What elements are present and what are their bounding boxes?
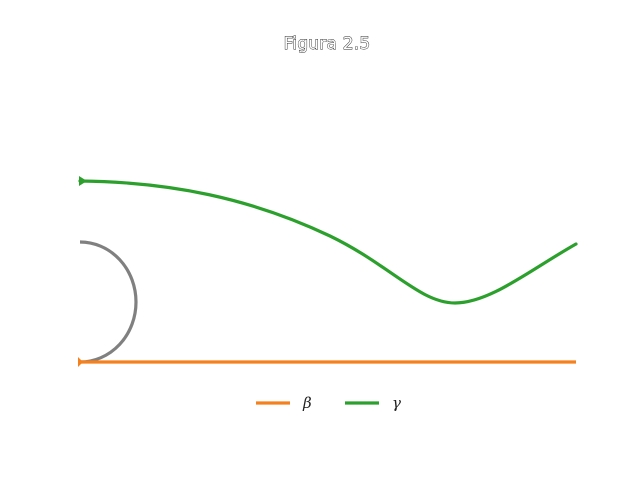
semicircle-arc [79, 240, 138, 364]
gamma-start-marker [79, 176, 87, 186]
beta-start-marker [78, 357, 83, 367]
figure-title: Figura 2.5 [284, 34, 371, 54]
legend-gamma-label: γ [392, 394, 401, 412]
legend: β γ [256, 394, 401, 412]
gamma-curve [78, 179, 578, 305]
legend-beta-label: β [302, 394, 312, 412]
